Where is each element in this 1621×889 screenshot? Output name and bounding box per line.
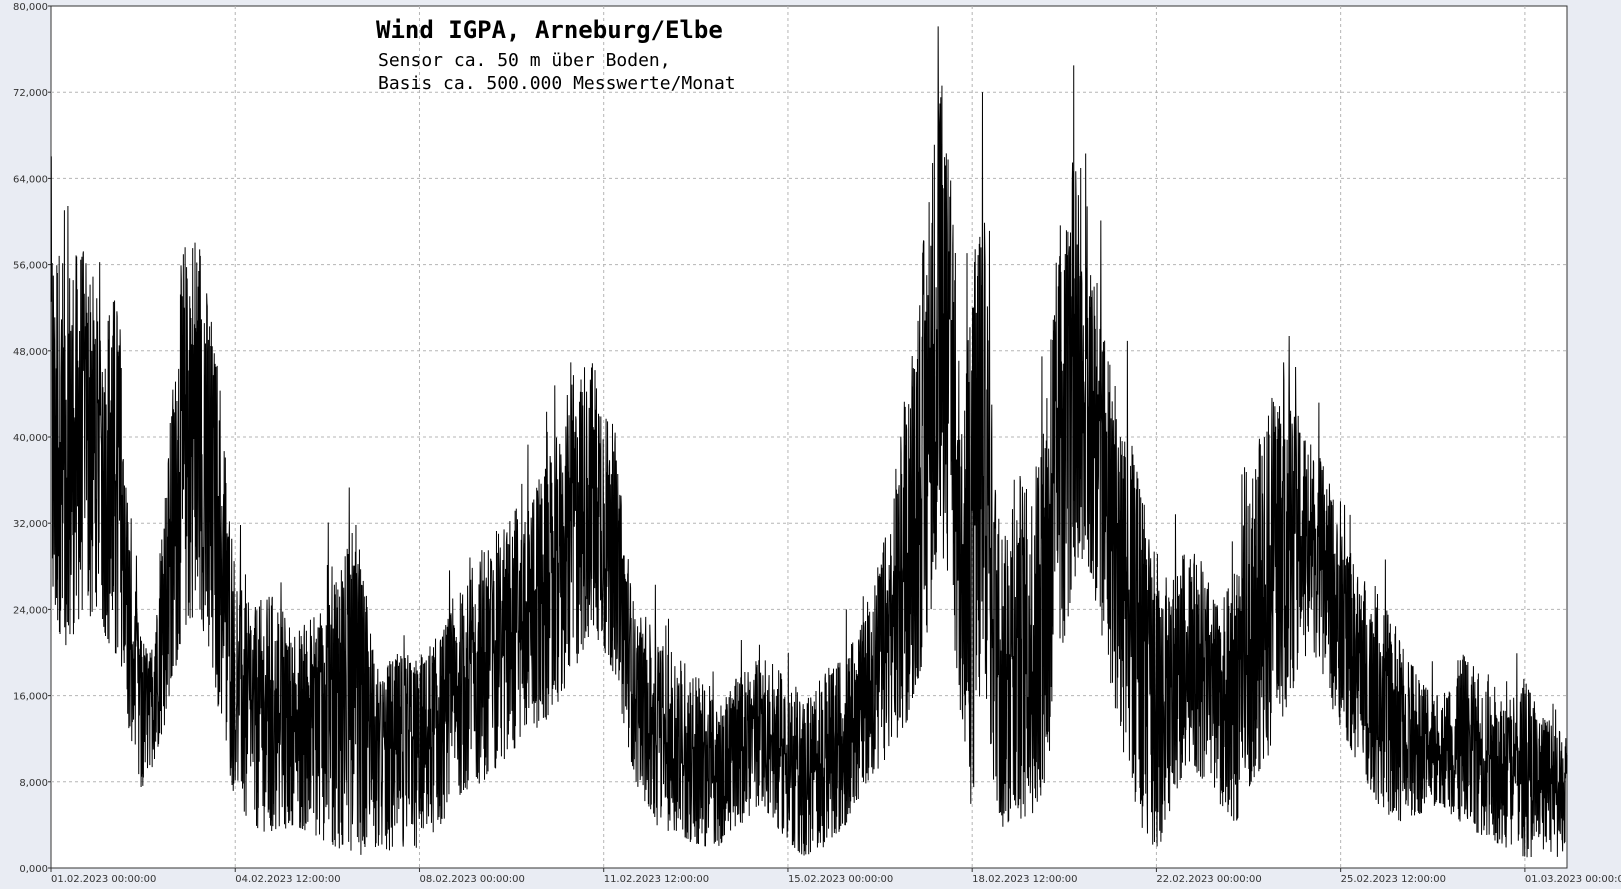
x-tick-label: 18.02.2023 12:00:00 [972,874,1077,885]
chart-title-block: Wind IGPA, Arneburg/Elbe Sensor ca. 50 m… [376,16,736,94]
wind-trace [50,26,1568,858]
y-tick-label: 56,000 [13,261,48,272]
y-tick-label: 40,000 [13,433,48,444]
x-tick-label: 04.02.2023 12:00:00 [235,874,340,885]
chart-subtitle-1: Sensor ca. 50 m über Boden, [378,50,671,71]
y-tick-label: 80,000 [13,2,48,13]
y-tick-label: 24,000 [13,605,48,616]
y-axis-ticks: 0,000 8,000 16,000 24,000 32,000 40,000 48,000… [13,2,51,875]
chart-title: Wind IGPA, Arneburg/Elbe [376,16,723,44]
x-tick-label: 25.02.2023 12:00:00 [1341,874,1446,885]
y-tick-label: 64,000 [13,174,48,185]
x-tick-label: 01.03.2023 00:00:00 [1525,874,1621,885]
y-tick-label: 8,000 [19,778,48,789]
y-tick-label: 0,000 [19,864,48,875]
y-tick-label: 16,000 [13,692,48,703]
wind-series [50,26,1568,858]
x-axis-ticks: 01.02.2023 00:00:00 04.02.2023 12:00:00 08… [50,868,1621,885]
y-tick-label: 72,000 [13,88,48,99]
x-tick-label: 08.02.2023 00:00:00 [419,874,524,885]
x-tick-label: 22.02.2023 00:00:00 [1156,874,1261,885]
x-tick-label: 11.02.2023 12:00:00 [604,874,709,885]
x-tick-label: 01.02.2023 00:00:00 [51,874,156,885]
chart-subtitle-2: Basis ca. 500.000 Messwerte/Monat [378,73,736,94]
y-tick-label: 48,000 [13,347,48,358]
x-tick-label: 15.02.2023 00:00:00 [788,874,893,885]
y-tick-label: 32,000 [13,519,48,530]
